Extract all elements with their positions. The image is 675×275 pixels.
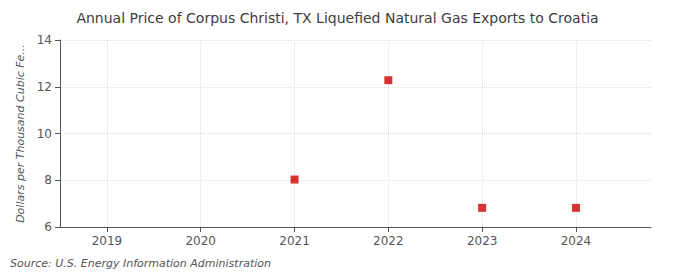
svg-text:6: 6 (44, 220, 52, 234)
svg-text:2021: 2021 (279, 234, 310, 248)
svg-text:2019: 2019 (92, 234, 123, 248)
svg-text:12: 12 (37, 80, 52, 94)
svg-text:14: 14 (37, 33, 52, 47)
svg-text:2023: 2023 (467, 234, 498, 248)
svg-text:Dollars per Thousand Cubic Fe.: Dollars per Thousand Cubic Fe... (14, 44, 27, 223)
svg-text:2020: 2020 (185, 234, 216, 248)
svg-text:Annual Price of Corpus Christi: Annual Price of Corpus Christi, TX Lique… (76, 10, 598, 26)
svg-text:10: 10 (37, 127, 52, 141)
svg-text:8: 8 (44, 173, 52, 187)
svg-text:2022: 2022 (373, 234, 404, 248)
svg-text:Source: U.S. Energy Informatio: Source: U.S. Energy Information Administ… (10, 257, 271, 270)
svg-text:2024: 2024 (561, 234, 592, 248)
